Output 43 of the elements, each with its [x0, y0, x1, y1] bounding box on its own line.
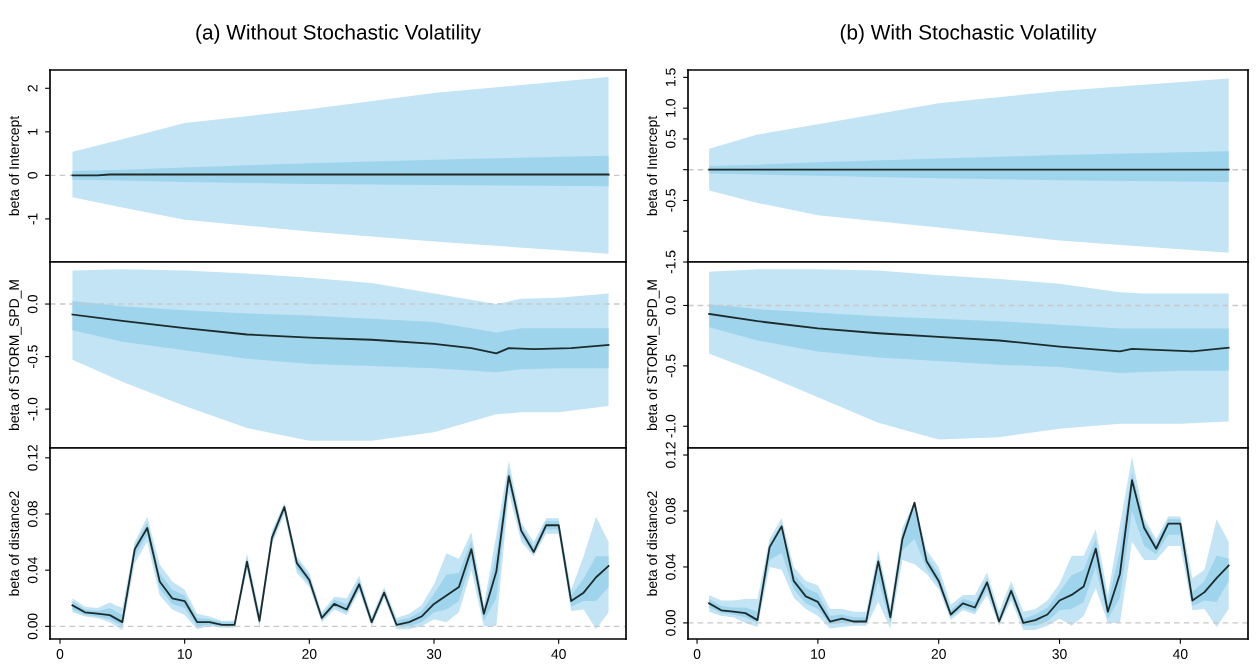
x-tick-label: 30 [1052, 649, 1067, 659]
y-tick-label: 0 [27, 172, 38, 179]
y-tick-label: 0.0 [27, 294, 38, 314]
y-tick-label: 0.12 [27, 445, 38, 471]
y-axis-title: beta of Intercept [8, 115, 22, 216]
chart-title: (b) With Stochastic Volatility [840, 24, 1097, 44]
x-tick-label: 40 [551, 649, 566, 659]
y-tick-label: 0.08 [27, 501, 38, 527]
y-tick-label: -1 [27, 213, 38, 225]
x-tick-label: 0 [693, 649, 701, 659]
line-series [708, 313, 1230, 353]
y-tick-label: -1.0 [27, 397, 38, 421]
x-tick-label: 20 [931, 649, 946, 659]
y-tick-label: -0.5 [27, 345, 38, 368]
x-tick-label: 40 [1172, 649, 1188, 659]
line-series [71, 313, 610, 355]
y-axis-title: beta of Intercept [646, 115, 660, 216]
y-tick-label: 2 [27, 85, 38, 92]
x-tick-label: 20 [302, 649, 317, 659]
y-tick-label: 0.12 [665, 442, 676, 468]
y-tick-label: 0.08 [665, 498, 676, 524]
y-tick-label: 0.00 [665, 609, 676, 636]
y-tick-label: 0.5 [665, 129, 676, 149]
y-tick-label: 1 [27, 128, 38, 135]
y-tick-label: -0.5 [665, 189, 676, 212]
y-tick-label: 0.04 [27, 557, 38, 584]
y-axis-title: beta of distance2 [646, 491, 658, 596]
y-axis-title: beta of STORM_SPD_M [646, 280, 660, 431]
x-tick-label: 10 [177, 649, 192, 659]
y-tick-label: 1.5 [665, 68, 676, 86]
y-tick-label: -1.5 [665, 250, 676, 274]
x-tick-label: 0 [56, 649, 64, 659]
y-tick-label: 0.0 [665, 296, 676, 315]
y-tick-label: 1.0 [665, 99, 676, 117]
x-tick-label: 10 [811, 649, 826, 659]
y-tick-label: 0.00 [27, 613, 38, 640]
y-axis-title: beta of distance2 [8, 491, 20, 596]
chart-title: (a) Without Stochastic Volatility [196, 24, 481, 44]
y-axis-title: beta of STORM_SPD_M [8, 280, 22, 431]
x-tick-label: 30 [426, 649, 442, 659]
y-tick-label: -1.0 [665, 414, 676, 438]
y-tick-label: 0.04 [665, 553, 676, 580]
y-tick-label: -0.5 [665, 354, 676, 378]
